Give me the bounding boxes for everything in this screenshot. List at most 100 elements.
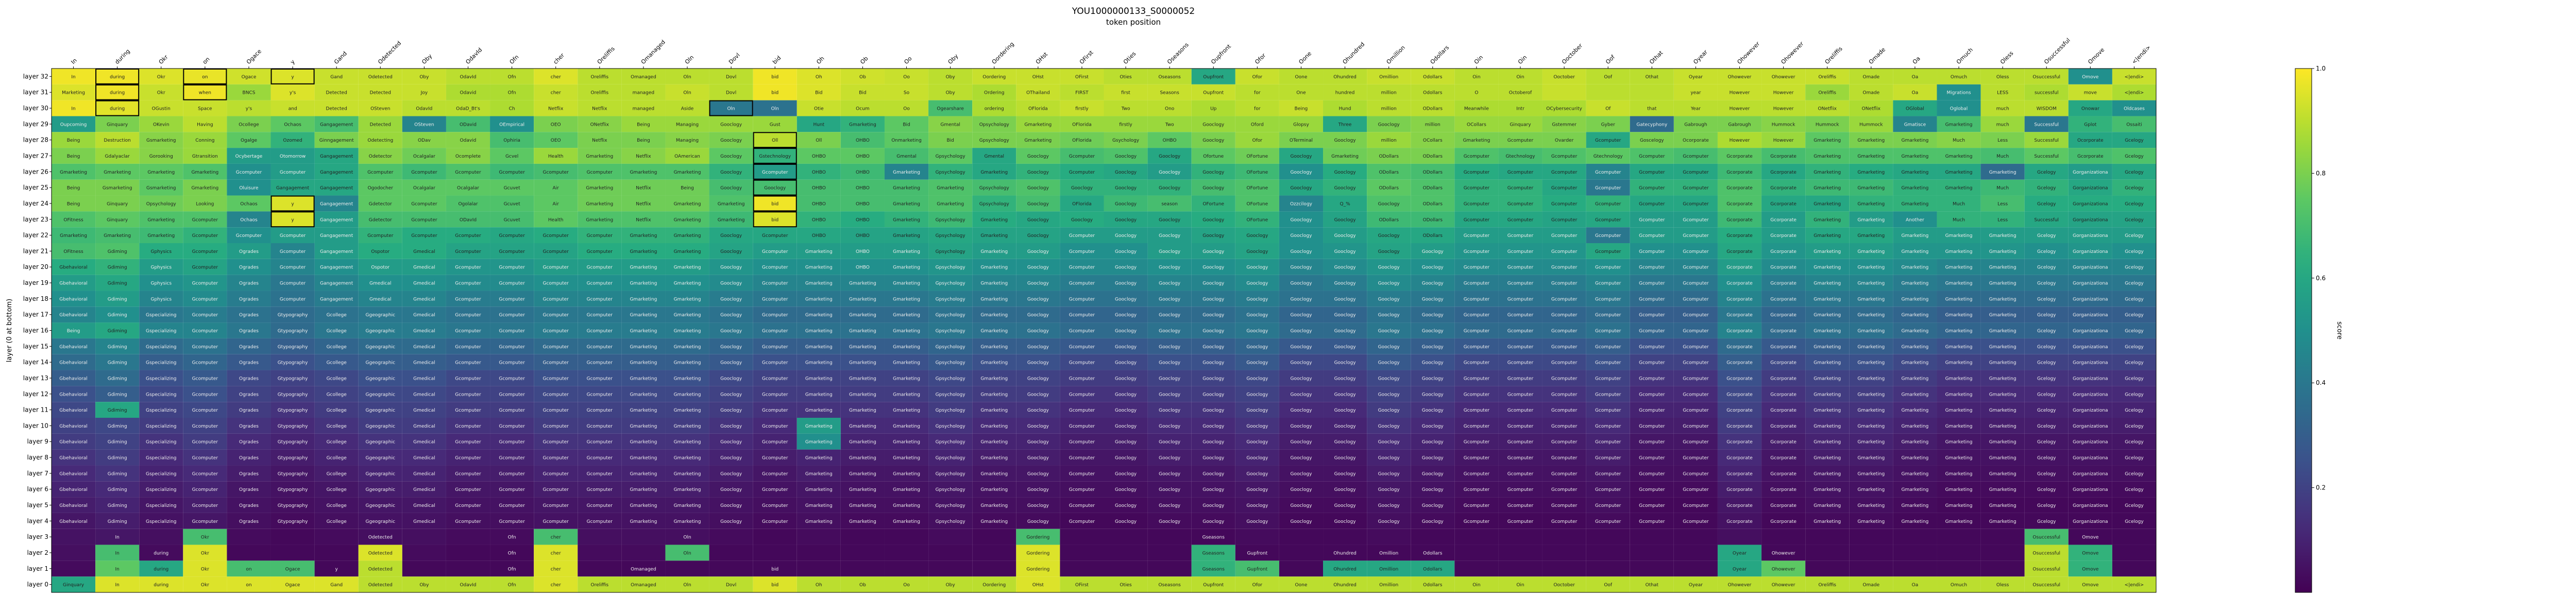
heatmap-cell (1630, 179, 1674, 196)
cell-label: Gcorporate (1726, 440, 1753, 445)
cell-label: Oford (1251, 122, 1264, 127)
cell-label: Gooclogy (1202, 186, 1225, 191)
heatmap-cell (1673, 560, 1718, 577)
cell-label: Gooclogy (1202, 503, 1225, 508)
cell-label: Ggeographic (366, 503, 396, 508)
cell-label: Gcomputer (762, 408, 788, 413)
cell-label: Gcomputer (1639, 154, 1665, 159)
y-tick-label: layer 8 (27, 454, 48, 461)
cell-label: Gmarketing (630, 456, 657, 461)
cell-label: Gooclogy (1290, 519, 1312, 524)
cell-label: Gcorporate (1726, 265, 1753, 270)
cell-label: Gmarketing (674, 297, 701, 302)
cell-label: Gand (330, 75, 343, 80)
cell-label: Omade (1863, 91, 1880, 96)
cell-label: Gooclogy (1290, 392, 1312, 397)
heatmap-cell (665, 148, 709, 164)
heatmap-cell (1849, 100, 1893, 116)
cell-label: Gooclogy (1115, 217, 1137, 223)
cell-label: OFortune (1247, 201, 1268, 207)
heatmap-cell (1411, 84, 1455, 100)
cell-label: Gooclogy (1027, 265, 1049, 270)
cell-label: Gmarketing (1814, 249, 1841, 254)
cell-label: Gmarketing (849, 361, 876, 366)
y-tick-label: layer 17 (23, 311, 48, 318)
cell-label: Omanaged (631, 583, 656, 588)
heatmap-cell (1411, 116, 1455, 132)
x-tick-label: y (289, 58, 296, 65)
cell-label: Gcomputer (1507, 456, 1534, 461)
heatmap-cell (709, 211, 753, 228)
cell-label: Gpsychology (936, 456, 966, 461)
cell-label: Gcomputer (499, 487, 525, 492)
cell-label: Gcomputer (543, 233, 569, 239)
cell-label: Gcelogy (2125, 249, 2144, 254)
cell-label: Gmarketing (674, 329, 701, 334)
cell-label: Gmarketing (893, 233, 920, 239)
cell-label: Gmarketing (1945, 456, 1973, 461)
heatmap-cell (95, 100, 140, 116)
cell-label: OdavId (460, 583, 476, 588)
cell-label: Gcelogy (2125, 233, 2144, 239)
heatmap-cell (1279, 179, 1324, 196)
cell-label: Gmarketing (1945, 297, 1973, 302)
cell-label: Oof (1604, 583, 1613, 588)
heatmap-cell (1191, 84, 1235, 100)
cell-label: Gtypography (278, 408, 308, 413)
heatmap-cell (928, 195, 973, 212)
cell-label: Oa (1912, 91, 1919, 96)
heatmap-cell (314, 211, 359, 228)
cell-label: y (291, 201, 294, 207)
heatmap-cell (402, 163, 446, 180)
cell-label: Gcomputer (1464, 345, 1490, 350)
heatmap-cell (52, 148, 96, 164)
cell-label: Gcomputer (1464, 297, 1490, 302)
heatmap-cell (1191, 69, 1235, 84)
cell-label: Gmarketing (893, 345, 920, 350)
cell-label: Gabrough (1728, 122, 1751, 127)
cell-label: Gcomputer (1683, 503, 1709, 508)
cell-label: Gooclogy (1422, 471, 1444, 477)
cell-label: Gorganizationa (2073, 313, 2108, 318)
cell-label: Ospotor (371, 265, 389, 270)
heatmap-cell (621, 211, 666, 228)
cell-label: Gmarketing (893, 376, 920, 381)
cell-label: Onmarketing (891, 138, 922, 143)
cell-label: Gcelogy (2037, 201, 2056, 207)
cell-label: Gcollege (327, 408, 347, 413)
cell-label: Netflix (548, 107, 564, 112)
heatmap-cell (1542, 227, 1586, 243)
heatmap-cell (578, 69, 622, 84)
cell-label: Oluisure (239, 186, 259, 191)
cell-label: Gmarketing (1857, 281, 1885, 286)
heatmap-cell (2024, 211, 2069, 228)
cell-label: Gooclogy (1246, 313, 1268, 318)
cell-label: Gcomputer (1639, 471, 1665, 477)
cell-label: Gmarketing (1814, 361, 1841, 366)
heatmap-cell (1323, 227, 1367, 243)
cell-label: Ogrades (239, 440, 259, 445)
cell-label: Gooclogy (1290, 376, 1312, 381)
cell-label: Gcomputer (1464, 170, 1490, 175)
cell-label: Gmarketing (147, 170, 175, 175)
cell-label: Successful (2034, 217, 2059, 223)
cell-label: Gmarketing (674, 503, 701, 508)
heatmap-cell (446, 529, 490, 545)
heatmap-cell (665, 227, 709, 243)
heatmap-cell (796, 211, 841, 228)
heatmap-cell (665, 179, 709, 196)
cell-label: Gmarketing (849, 313, 876, 318)
heatmap-cell (1498, 529, 1543, 545)
cell-label: Gmarketing (1902, 186, 1929, 191)
cell-label: Gcomputer (1683, 297, 1709, 302)
heatmap-cell (139, 116, 183, 132)
heatmap-cell (1191, 132, 1235, 148)
cell-label: Gcomputer (762, 297, 788, 302)
heatmap-cell (840, 560, 885, 577)
cell-label: Gcomputer (1551, 233, 1578, 239)
cell-label: Bid (815, 91, 822, 96)
cell-label: Gooclogy (1202, 408, 1225, 413)
cell-label: Gcomputer (587, 424, 613, 429)
cell-label: Gcomputer (762, 424, 788, 429)
cell-label: Gcorporate (1726, 201, 1753, 207)
